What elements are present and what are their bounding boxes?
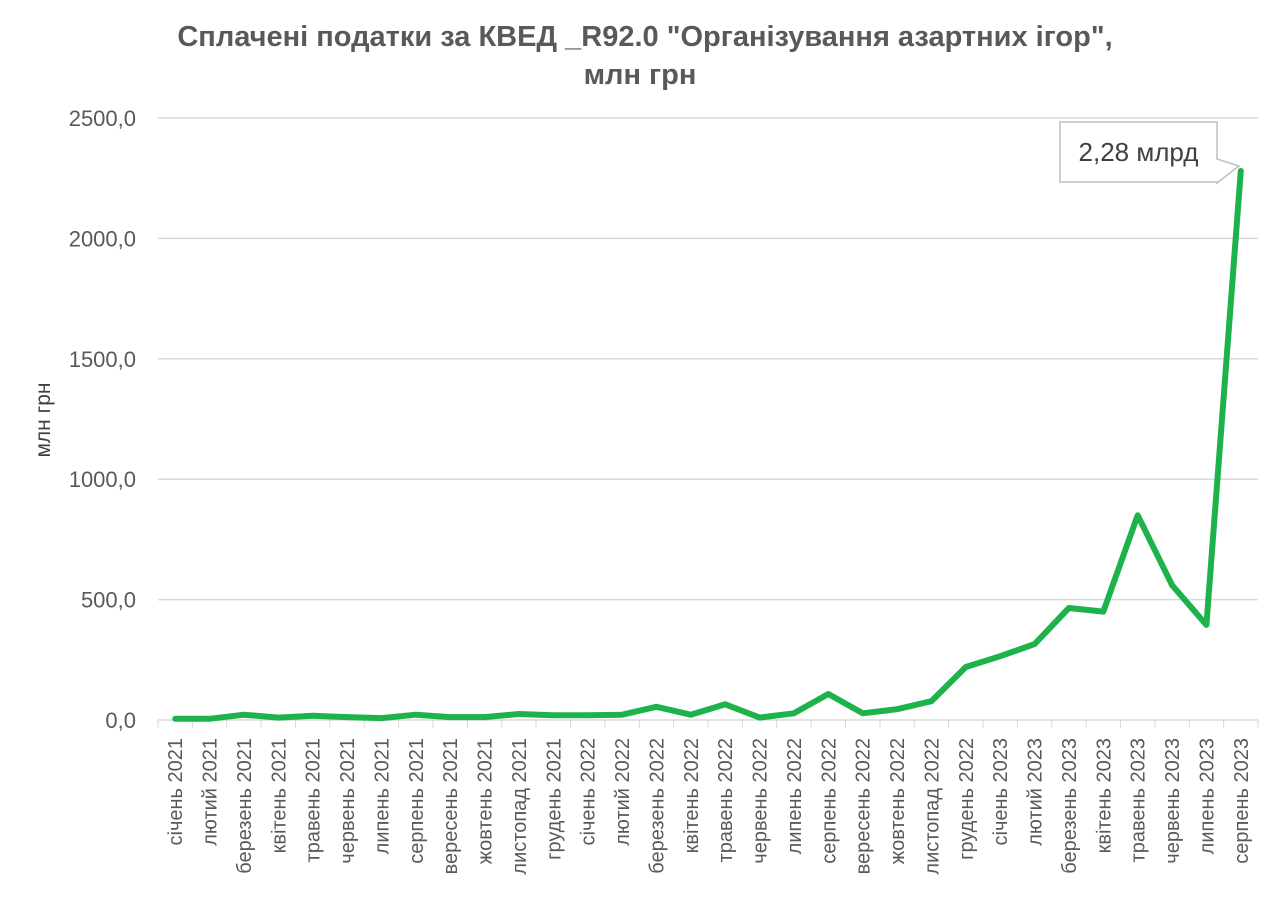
y-tick-label: 0,0 [105,708,136,733]
x-tick-label: травень 2023 [1128,738,1150,862]
x-tick-label: липень 2023 [1196,738,1218,854]
x-tick-label: вересень 2022 [853,738,875,874]
x-tick-label: травень 2021 [303,738,325,862]
x-tick-label: серпень 2022 [818,738,840,864]
data-point [310,713,316,719]
x-tick-label: лютий 2022 [612,738,634,846]
x-tick-label: червень 2022 [750,738,772,864]
data-point [1135,512,1141,518]
x-tick-label: липень 2022 [784,738,806,854]
x-tick-label: квітень 2021 [268,738,290,853]
y-tick-label: 500,0 [81,588,136,613]
y-tick-label: 2000,0 [69,226,136,251]
x-tick-label: листопад 2021 [509,738,531,875]
x-tick-label: червень 2023 [1162,738,1184,864]
data-point [688,712,694,718]
data-point [1169,582,1175,588]
x-tick-label: січень 2021 [165,738,187,846]
x-tick-label: жовтень 2021 [475,738,497,864]
y-axis-label: млн грн [32,382,55,457]
data-point [997,653,1003,659]
x-tick-label: лютий 2021 [200,738,222,846]
data-point [1100,609,1106,615]
x-tick-label: листопад 2022 [921,738,943,875]
x-tick-label: жовтень 2022 [887,738,909,864]
data-point [653,704,659,710]
chart-title-line-2: млн грн [584,59,697,91]
x-tick-label: грудень 2021 [543,738,565,860]
x-tick-label: вересень 2021 [440,738,462,874]
x-tick-label: квітень 2023 [1093,738,1115,853]
data-point [344,714,350,720]
series-line [172,168,1244,722]
y-tick-label: 1500,0 [69,347,136,372]
data-point [585,712,591,718]
x-tick-label: серпень 2021 [406,738,428,864]
y-tick-label: 2500,0 [69,106,136,131]
annotations: 2,28 млрд [1059,121,1241,185]
data-point [1066,605,1072,611]
chart-title-line-1: Сплачені податки за КВЕД _R92.0 "Організ… [177,21,1112,53]
series-group [172,168,1244,722]
annotation-callout [1059,121,1241,185]
x-tick-label: березень 2021 [234,738,256,874]
data-point [447,714,453,720]
x-tick-label: травень 2022 [715,738,737,862]
x-tick-label: січень 2023 [990,738,1012,846]
x-tick-label: серпень 2023 [1231,738,1253,864]
x-tick-label: березень 2023 [1059,738,1081,874]
data-point [1032,641,1038,647]
y-axis-ticks: 0,0 500,0 1000,0 1500,0 2000,0 2500,0 [69,106,136,733]
data-point [722,701,728,707]
data-point [1203,622,1209,628]
data-point [413,712,419,718]
annotation-label: 2,28 млрд [1079,137,1199,167]
data-point [516,711,522,717]
x-tick-label: березень 2022 [646,738,668,874]
data-point [757,715,763,721]
data-point [860,710,866,716]
data-point [825,691,831,697]
data-point [482,714,488,720]
x-tick-label: червень 2021 [337,738,359,864]
data-point [378,715,384,721]
x-tick-label: грудень 2022 [956,738,978,860]
data-point [963,664,969,670]
x-tick-label: лютий 2023 [1025,738,1047,846]
data-point [619,712,625,718]
data-point [172,716,178,722]
y-tick-label: 1000,0 [69,467,136,492]
data-point [928,698,934,704]
data-point [241,712,247,718]
data-point [550,712,556,718]
x-tick-label: квітень 2022 [681,738,703,853]
data-point [791,710,797,716]
x-tick-label: липень 2021 [371,738,393,854]
data-point [207,716,213,722]
x-tick-label: січень 2022 [578,738,600,846]
data-point [894,706,900,712]
x-axis-ticks: січень 2021 лютий 2021 березень 2021 квітен… [157,720,1259,875]
data-point [1238,168,1244,174]
data-point [275,715,281,721]
gridlines [158,117,1258,721]
